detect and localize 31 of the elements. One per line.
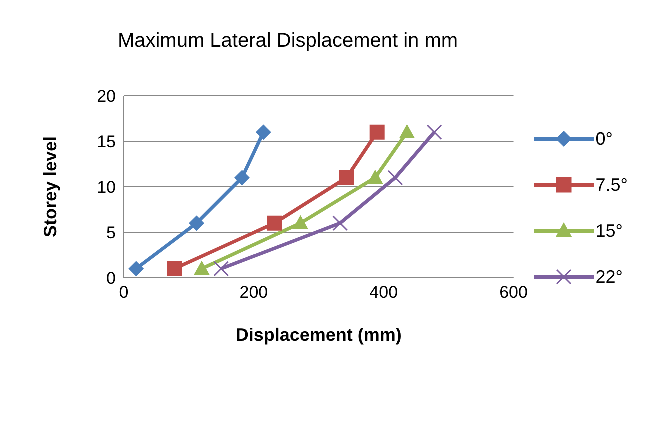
- point: [400, 124, 415, 138]
- y-tick-label: 15: [97, 132, 116, 152]
- y-tick-label: 10: [97, 178, 116, 198]
- point: [214, 261, 230, 277]
- y-tick-label: 5: [106, 224, 116, 243]
- point: [426, 124, 442, 140]
- x-tick-label: 200: [240, 283, 268, 302]
- x-tick-label: 600: [500, 283, 528, 302]
- y-axis-title: Storey level: [40, 136, 60, 238]
- legend-label: 22°: [596, 266, 623, 288]
- point: [189, 216, 204, 231]
- point: [234, 170, 250, 186]
- point: [167, 261, 182, 276]
- y-tick-label: 20: [97, 87, 116, 106]
- y-tick-label: 0: [106, 269, 116, 288]
- point: [194, 261, 210, 275]
- legend-label: 7.5°: [596, 174, 628, 196]
- point: [332, 216, 348, 232]
- chart-title: Maximum Lateral Displacement in mm: [116, 30, 460, 53]
- point: [368, 170, 383, 184]
- legend-label: 15°: [596, 220, 623, 242]
- x-tick-label: 0: [119, 283, 129, 302]
- point: [256, 124, 272, 140]
- point: [339, 170, 354, 186]
- x-axis-title: Displacement (mm): [236, 324, 402, 345]
- point: [370, 124, 385, 140]
- x-tick-label: 400: [370, 283, 398, 302]
- legend-label: 0°: [596, 128, 613, 150]
- point: [267, 216, 282, 231]
- point: [128, 261, 144, 276]
- point: [293, 216, 308, 230]
